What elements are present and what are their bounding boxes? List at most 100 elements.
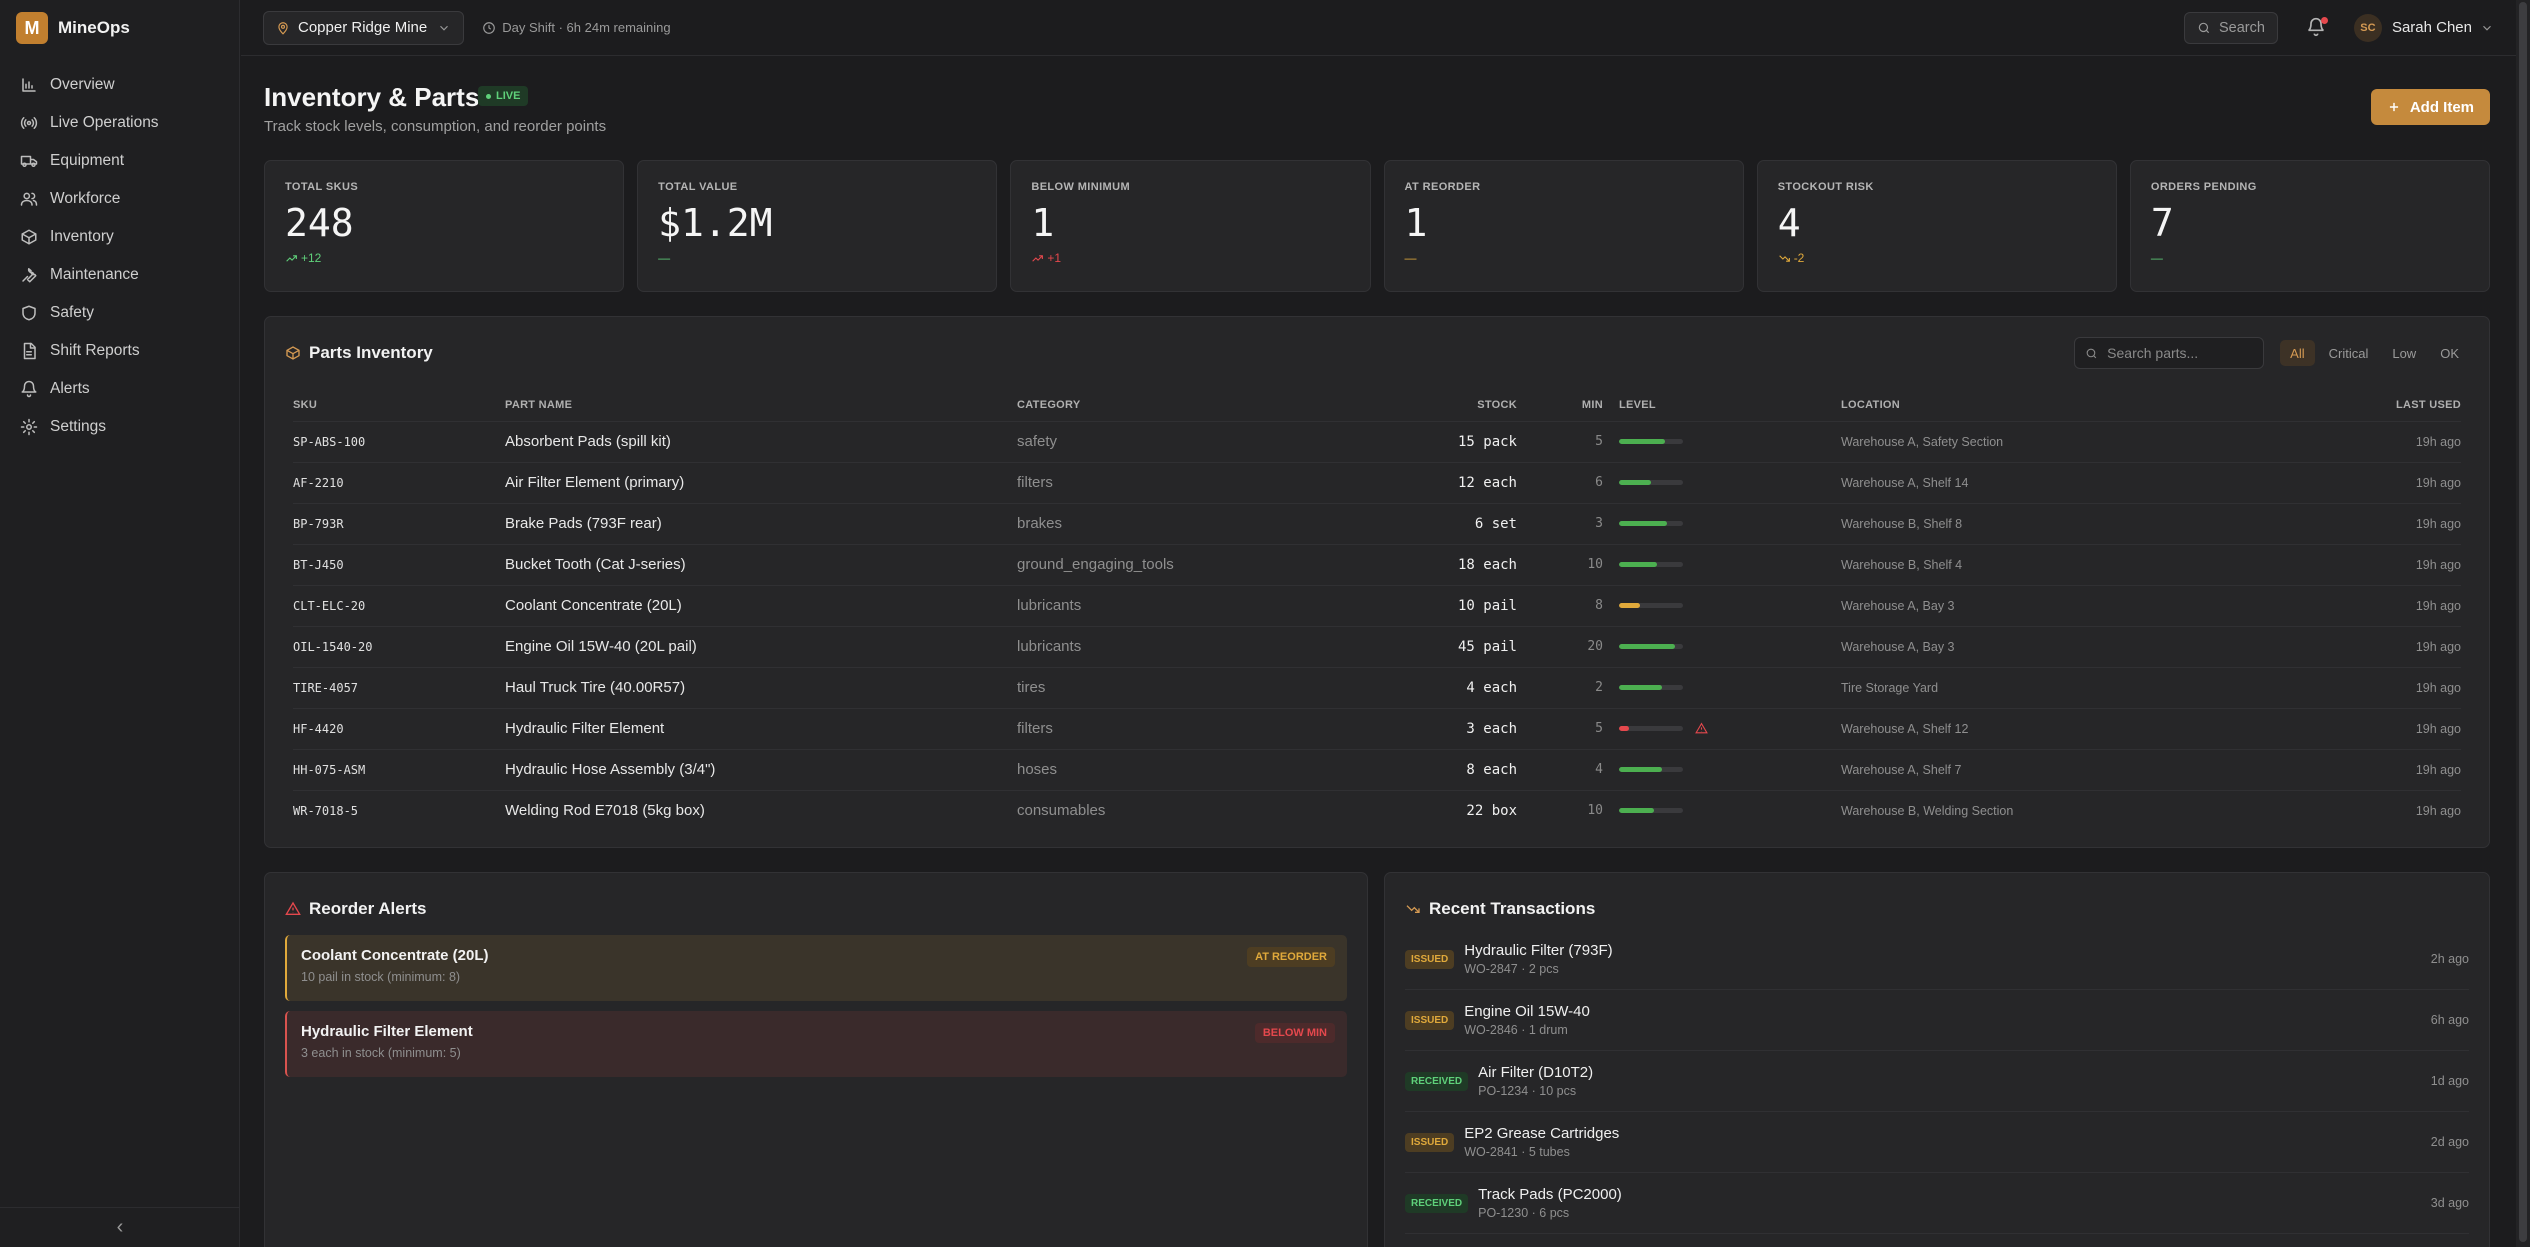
chevron-down-icon [2483, 25, 2491, 31]
sku-cell: HF-4420 [293, 707, 505, 749]
page-scrollbar[interactable] [2516, 0, 2530, 1247]
global-search-button[interactable]: Search [2183, 11, 2278, 44]
part-name-cell: Hydraulic Filter Element [505, 707, 1017, 749]
add-item-button[interactable]: Add Item [2370, 89, 2490, 125]
reorder-alert-item[interactable]: Coolant Concentrate (20L) 10 pail in sto… [285, 935, 1347, 1001]
sidebar-item-label: Safety [50, 304, 94, 321]
warning-triangle-icon [285, 901, 301, 915]
transaction-item[interactable]: ISSUED Engine Oil 15W-40 WO-2846 · 1 dru… [1405, 990, 2469, 1051]
sidebar-item-workforce[interactable]: Workforce [8, 180, 231, 218]
app-logo: M [16, 12, 48, 44]
last-used-cell: 19h ago [2261, 748, 2461, 790]
table-row[interactable]: SP-ABS-100 Absorbent Pads (spill kit) sa… [293, 420, 2461, 462]
transaction-item[interactable]: RECEIVED Air Filter (D10T2) PO-1234 · 10… [1405, 1051, 2469, 1112]
column-header[interactable]: SKU [293, 398, 318, 411]
notifications-button[interactable] [2306, 16, 2328, 39]
stat-delta-text: +1 [1047, 251, 1062, 265]
transaction-item[interactable]: RECEIVED Track Pads (PC2000) PO-1230 · 6… [1405, 1173, 2469, 1234]
table-row[interactable]: OIL-1540-20 Engine Oil 15W-40 (20L pail)… [293, 625, 2461, 667]
collapse-sidebar-button[interactable]: ‹ [0, 1207, 240, 1247]
stat-card: ORDERS PENDING 7 — [2129, 160, 2491, 292]
level-cell [1619, 420, 1841, 462]
part-name-cell: Absorbent Pads (spill kit) [505, 420, 1017, 462]
filter-low[interactable]: Low [2392, 345, 2417, 361]
filter-all[interactable]: All [2280, 340, 2315, 366]
transaction-item[interactable]: ISSUED Hydraulic Filter (793F) WO-2847 ·… [1405, 929, 2469, 990]
sidebar-nav: Overview Live Operations Equipment Workforc… [0, 66, 239, 446]
category-cell: lubricants [1017, 625, 1397, 667]
sidebar-item-shift-reports[interactable]: Shift Reports [8, 332, 231, 370]
stat-label: BELOW MINIMUM [1031, 181, 1131, 193]
stat-delta: +1 [1031, 251, 1349, 265]
column-header[interactable]: STOCK [1477, 398, 1517, 411]
live-label: LIVE [496, 90, 521, 102]
parts-search-input[interactable]: Search parts... [2074, 337, 2265, 369]
sidebar-item-overview[interactable]: Overview [8, 66, 231, 104]
column-header[interactable]: LOCATION [1841, 398, 1901, 411]
filter-ok[interactable]: OK [2440, 345, 2459, 361]
level-bar-fill [1619, 808, 1655, 814]
table-row[interactable]: AF-2210 Air Filter Element (primary) fil… [293, 461, 2461, 503]
stock-cell: 18 each [1397, 543, 1517, 585]
sidebar-item-settings[interactable]: Settings [8, 408, 231, 446]
last-used-cell: 19h ago [2261, 461, 2461, 503]
file-icon [23, 342, 36, 360]
trending-down-icon [1778, 254, 1790, 262]
sidebar-item-live-operations[interactable]: Live Operations [8, 104, 231, 142]
table-row[interactable]: BP-793R Brake Pads (793F rear) brakes 6 … [293, 502, 2461, 544]
reorder-alert-item[interactable]: Hydraulic Filter Element 3 each in stock… [285, 1011, 1347, 1077]
sidebar-item-alerts[interactable]: Alerts [8, 370, 231, 408]
main-content: Inventory & Parts LIVE Track stock level… [264, 56, 2491, 1247]
location-cell: Warehouse A, Bay 3 [1841, 625, 2261, 667]
location-cell: Warehouse B, Shelf 4 [1841, 543, 2261, 585]
category-cell: lubricants [1017, 584, 1397, 626]
avatar: SC [2353, 13, 2382, 42]
column-header[interactable]: MIN [1581, 398, 1603, 411]
reorder-alerts-title: Reorder Alerts [309, 899, 427, 918]
sidebar-item-maintenance[interactable]: Maintenance [8, 256, 231, 294]
transaction-time: 6h ago [2430, 1013, 2469, 1027]
parts-search-placeholder: Search parts... [2107, 345, 2199, 361]
stat-label: AT REORDER [1404, 181, 1481, 193]
chevron-down-icon [440, 25, 449, 31]
table-row[interactable]: CLT-ELC-20 Coolant Concentrate (20L) lub… [293, 584, 2461, 626]
topbar: Copper Ridge Mine Day Shift · 6h 24m rem… [241, 0, 2516, 56]
table-row[interactable]: HF-4420 Hydraulic Filter Element filters… [293, 707, 2461, 749]
transaction-detail: PO-1230 · 6 pcs [1478, 1206, 1570, 1220]
sidebar-item-equipment[interactable]: Equipment [8, 142, 231, 180]
table-row[interactable]: HH-075-ASM Hydraulic Hose Assembly (3/4"… [293, 748, 2461, 790]
level-bar-fill [1619, 644, 1676, 649]
level-cell [1619, 748, 1841, 790]
sku-cell: CLT-ELC-20 [293, 584, 505, 626]
location-cell: Warehouse A, Shelf 12 [1841, 707, 2261, 749]
site-selector[interactable]: Copper Ridge Mine [263, 10, 465, 45]
search-label: Search [2218, 19, 2265, 36]
brand[interactable]: M MineOps [0, 0, 239, 56]
app-name: MineOps [58, 18, 130, 37]
column-header[interactable]: CATEGORY [1017, 398, 1081, 411]
parts-title: Parts Inventory [309, 343, 433, 362]
table-row[interactable]: WR-7018-5 Welding Rod E7018 (5kg box) co… [293, 789, 2461, 831]
user-menu[interactable]: SC Sarah Chen [2353, 13, 2494, 42]
filter-critical[interactable]: Critical [2328, 345, 2369, 361]
stat-value: $1.2M [658, 201, 773, 245]
scrollbar-thumb[interactable] [2519, 2, 2527, 1242]
gear-icon [20, 418, 38, 436]
column-header[interactable]: LEVEL [1619, 398, 1656, 411]
level-bar-fill [1619, 603, 1641, 608]
sku-cell: BP-793R [293, 502, 505, 544]
stock-cell: 3 each [1397, 707, 1517, 749]
stat-card: BELOW MINIMUM 1 +1 [1010, 160, 1371, 292]
sidebar-item-inventory[interactable]: Inventory [8, 218, 231, 256]
location-cell: Warehouse B, Shelf 8 [1841, 502, 2261, 544]
trending-up-icon [1032, 254, 1044, 262]
transaction-type-badge: RECEIVED [1405, 1193, 1469, 1213]
column-header[interactable]: LAST USED [2395, 398, 2461, 411]
part-name-cell: Coolant Concentrate (20L) [505, 584, 1017, 626]
table-row[interactable]: BT-J450 Bucket Tooth (Cat J-series) grou… [293, 543, 2461, 585]
transaction-item[interactable]: ISSUED EP2 Grease Cartridges WO-2841 · 5… [1405, 1112, 2469, 1173]
table-row[interactable]: TIRE-4057 Haul Truck Tire (40.00R57) tir… [293, 666, 2461, 708]
sidebar-item-safety[interactable]: Safety [8, 294, 231, 332]
sku-cell: WR-7018-5 [293, 789, 505, 831]
column-header[interactable]: PART NAME [505, 398, 573, 411]
